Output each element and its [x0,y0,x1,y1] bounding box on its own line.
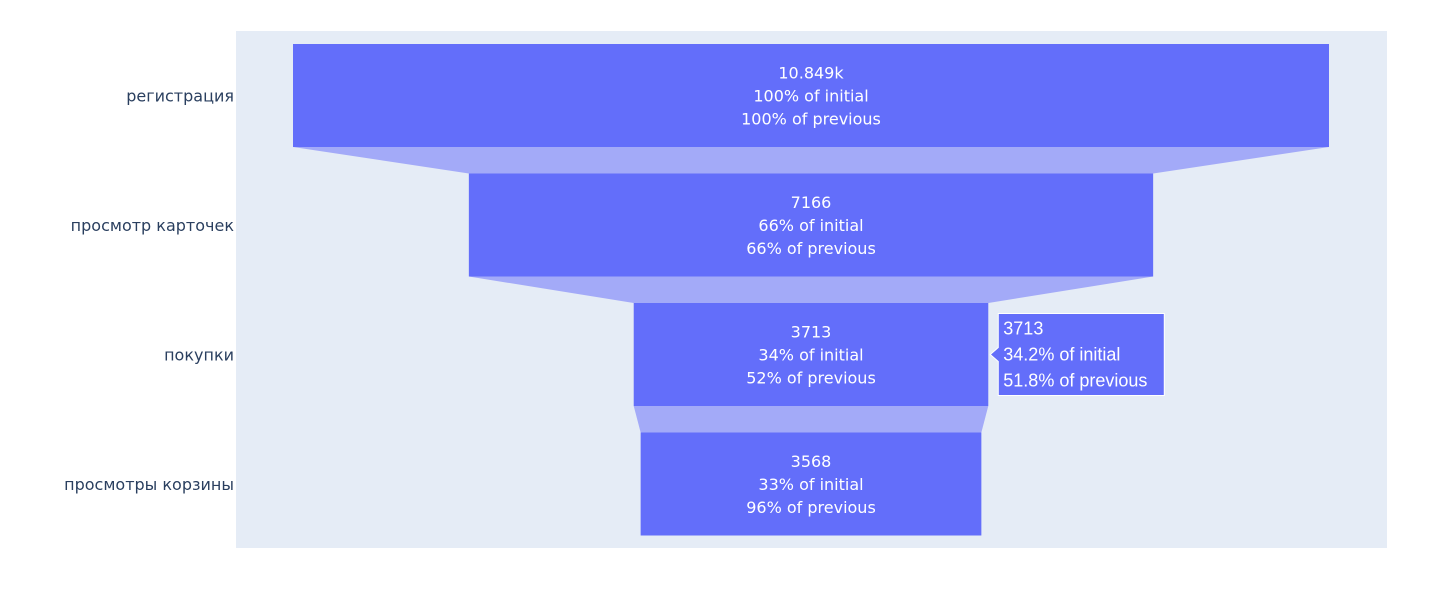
funnel-bar[interactable] [633,303,989,406]
bar-initial-label: 33% of initial [758,475,863,494]
funnel-bars: 10.849k 100% of initial 100% of previous 71… [293,44,1329,536]
funnel-bar[interactable] [293,44,1329,147]
hover-tooltip-box [989,313,1165,396]
stage-label: регистрация [126,87,234,106]
bar-previous-label: 52% of previous [746,369,876,388]
bar-initial-label: 34% of initial [758,346,863,365]
funnel-bar[interactable] [468,173,1154,277]
bar-initial-label: 66% of initial [758,216,863,235]
bar-previous-label: 66% of previous [746,239,876,258]
hover-tooltip: 3713 34.2% of initial 51.8% of previous [989,313,1165,396]
bar-value-label: 7166 [791,193,832,212]
bar-value-label: 3568 [791,452,832,471]
funnel-bar[interactable] [640,432,982,536]
funnel-connectors [293,147,1329,433]
funnel-connector [293,147,1329,174]
bar-value-label: 10.849k [778,64,844,83]
stage-label: просмотры корзины [64,475,234,494]
bar-value-label: 3713 [791,323,832,342]
stage-label: покупки [164,346,234,365]
bar-previous-label: 96% of previous [746,498,876,517]
bar-previous-label: 100% of previous [741,110,881,129]
stage-labels: регистрация просмотр карточек покупки просм… [64,87,234,495]
hover-tooltip-line: 3713 [1003,319,1043,339]
hover-tooltip-line: 34.2% of initial [1003,345,1120,365]
bar-initial-label: 100% of initial [753,87,868,106]
hover-tooltip-line: 51.8% of previous [1003,371,1147,391]
stage-label: просмотр карточек [71,216,235,235]
funnel-connector [468,276,1154,303]
funnel-connector [633,406,989,433]
